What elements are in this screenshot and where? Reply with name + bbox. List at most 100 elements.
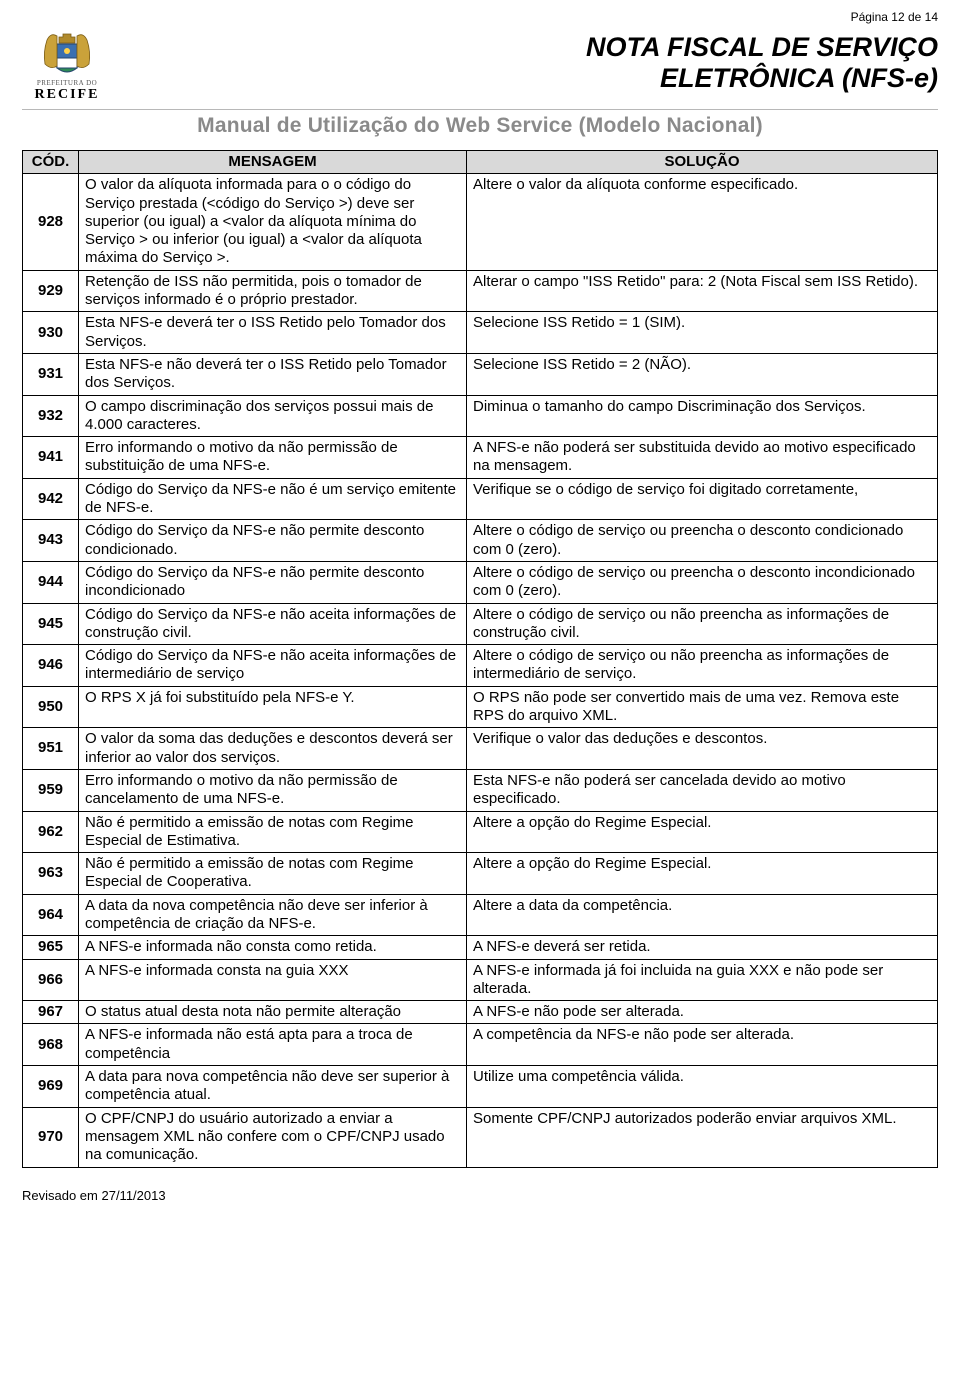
page-number: Página 12 de 14 [22,10,938,24]
table-row: 941Erro informando o motivo da não permi… [23,437,938,479]
cell-cod: 964 [23,894,79,936]
cell-cod: 929 [23,270,79,312]
cell-mensagem: Código do Serviço da NFS-e não permite d… [79,561,467,603]
table-row: 964A data da nova competência não deve s… [23,894,938,936]
cell-solucao: A NFS-e informada já foi incluida na gui… [467,959,938,1001]
cell-mensagem: O RPS X já foi substituído pela NFS-e Y. [79,686,467,728]
col-cod: CÓD. [23,151,79,174]
cell-cod: 963 [23,853,79,895]
table-row: 946Código do Serviço da NFS-e não aceita… [23,645,938,687]
cell-solucao: Altere a data da competência. [467,894,938,936]
cell-cod: 928 [23,174,79,270]
table-row: 969A data para nova competência não deve… [23,1066,938,1108]
cell-mensagem: Não é permitido a emissão de notas com R… [79,811,467,853]
cell-solucao: Diminua o tamanho do campo Discriminação… [467,395,938,437]
table-row: 965A NFS-e informada não consta como ret… [23,936,938,959]
cell-mensagem: A NFS-e informada não está apta para a t… [79,1024,467,1066]
cell-solucao: A NFS-e não poderá ser substituida devid… [467,437,938,479]
cell-cod: 967 [23,1001,79,1024]
table-row: 967O status atual desta nota não permite… [23,1001,938,1024]
table-row: 950O RPS X já foi substituído pela NFS-e… [23,686,938,728]
cell-cod: 944 [23,561,79,603]
cell-solucao: Selecione ISS Retido = 2 (NÃO). [467,353,938,395]
cell-mensagem: Erro informando o motivo da não permissã… [79,769,467,811]
table-row: 929Retenção de ISS não permitida, pois o… [23,270,938,312]
cell-mensagem: Retenção de ISS não permitida, pois o to… [79,270,467,312]
cell-mensagem: Código do Serviço da NFS-e não aceita in… [79,645,467,687]
cell-cod: 970 [23,1107,79,1167]
cell-solucao: O RPS não pode ser convertido mais de um… [467,686,938,728]
recife-crest-icon [31,26,103,78]
cell-solucao: Selecione ISS Retido = 1 (SIM). [467,312,938,354]
cell-cod: 965 [23,936,79,959]
cell-cod: 930 [23,312,79,354]
col-mensagem: MENSAGEM [79,151,467,174]
header: PREFEITURA DO RECIFE NOTA FISCAL DE SERV… [22,26,938,103]
cell-solucao: A competência da NFS-e não pode ser alte… [467,1024,938,1066]
cell-mensagem: Não é permitido a emissão de notas com R… [79,853,467,895]
cell-mensagem: O CPF/CNPJ do usuário autorizado a envia… [79,1107,467,1167]
cell-solucao: Altere a opção do Regime Especial. [467,853,938,895]
cell-mensagem: Código do Serviço da NFS-e não aceita in… [79,603,467,645]
table-row: 928O valor da alíquota informada para o … [23,174,938,270]
col-solucao: SOLUÇÃO [467,151,938,174]
table-row: 970O CPF/CNPJ do usuário autorizado a en… [23,1107,938,1167]
logo-city: RECIFE [35,87,100,103]
cell-mensagem: Código do Serviço da NFS-e não é um serv… [79,478,467,520]
cell-cod: 941 [23,437,79,479]
table-row: 963Não é permitido a emissão de notas co… [23,853,938,895]
cell-cod: 942 [23,478,79,520]
cell-solucao: Verifique se o código de serviço foi dig… [467,478,938,520]
cell-mensagem: O campo discriminação dos serviços possu… [79,395,467,437]
cell-cod: 945 [23,603,79,645]
cell-solucao: Altere o código de serviço ou preencha o… [467,520,938,562]
cell-solucao: Alterar o campo "ISS Retido" para: 2 (No… [467,270,938,312]
table-row: 944Código do Serviço da NFS-e não permit… [23,561,938,603]
cell-solucao: Altere o código de serviço ou não preenc… [467,603,938,645]
cell-mensagem: A NFS-e informada consta na guia XXX [79,959,467,1001]
cell-mensagem: Esta NFS-e não deverá ter o ISS Retido p… [79,353,467,395]
cell-cod: 959 [23,769,79,811]
cell-mensagem: O valor da soma das deduções e descontos… [79,728,467,770]
cell-solucao: Somente CPF/CNPJ autorizados poderão env… [467,1107,938,1167]
footer-revised: Revisado em 27/11/2013 [22,1188,938,1203]
table-row: 966A NFS-e informada consta na guia XXXA… [23,959,938,1001]
cell-mensagem: Erro informando o motivo da não permissã… [79,437,467,479]
title-block: NOTA FISCAL DE SERVIÇO ELETRÔNICA (NFS-e… [122,26,938,94]
cell-solucao: Altere o código de serviço ou preencha o… [467,561,938,603]
cell-mensagem: Esta NFS-e deverá ter o ISS Retido pelo … [79,312,467,354]
table-row: 942Código do Serviço da NFS-e não é um s… [23,478,938,520]
cell-solucao: A NFS-e não pode ser alterada. [467,1001,938,1024]
table-row: 962Não é permitido a emissão de notas co… [23,811,938,853]
table-header-row: CÓD. MENSAGEM SOLUÇÃO [23,151,938,174]
table-row: 945Código do Serviço da NFS-e não aceita… [23,603,938,645]
cell-cod: 932 [23,395,79,437]
cell-solucao: Utilize uma competência válida. [467,1066,938,1108]
cell-mensagem: A data para nova competência não deve se… [79,1066,467,1108]
logo-block: PREFEITURA DO RECIFE [22,26,112,103]
cell-mensagem: O status atual desta nota não permite al… [79,1001,467,1024]
error-table: CÓD. MENSAGEM SOLUÇÃO 928O valor da alíq… [22,150,938,1168]
logo-subtitle: PREFEITURA DO [37,79,97,87]
title-line-1: NOTA FISCAL DE SERVIÇO [122,32,938,63]
cell-cod: 943 [23,520,79,562]
cell-cod: 968 [23,1024,79,1066]
cell-solucao: Altere o valor da alíquota conforme espe… [467,174,938,270]
divider [22,109,938,110]
table-row: 931Esta NFS-e não deverá ter o ISS Retid… [23,353,938,395]
table-row: 959Erro informando o motivo da não permi… [23,769,938,811]
cell-mensagem: A data da nova competência não deve ser … [79,894,467,936]
cell-cod: 946 [23,645,79,687]
table-row: 932O campo discriminação dos serviços po… [23,395,938,437]
title-line-2: ELETRÔNICA (NFS-e) [122,63,938,94]
cell-solucao: Altere a opção do Regime Especial. [467,811,938,853]
table-row: 968A NFS-e informada não está apta para … [23,1024,938,1066]
cell-mensagem: Código do Serviço da NFS-e não permite d… [79,520,467,562]
table-row: 930Esta NFS-e deverá ter o ISS Retido pe… [23,312,938,354]
cell-cod: 951 [23,728,79,770]
subtitle: Manual de Utilização do Web Service (Mod… [22,114,938,138]
cell-solucao: Altere o código de serviço ou não preenc… [467,645,938,687]
cell-cod: 969 [23,1066,79,1108]
cell-solucao: Verifique o valor das deduções e descont… [467,728,938,770]
cell-mensagem: O valor da alíquota informada para o o c… [79,174,467,270]
